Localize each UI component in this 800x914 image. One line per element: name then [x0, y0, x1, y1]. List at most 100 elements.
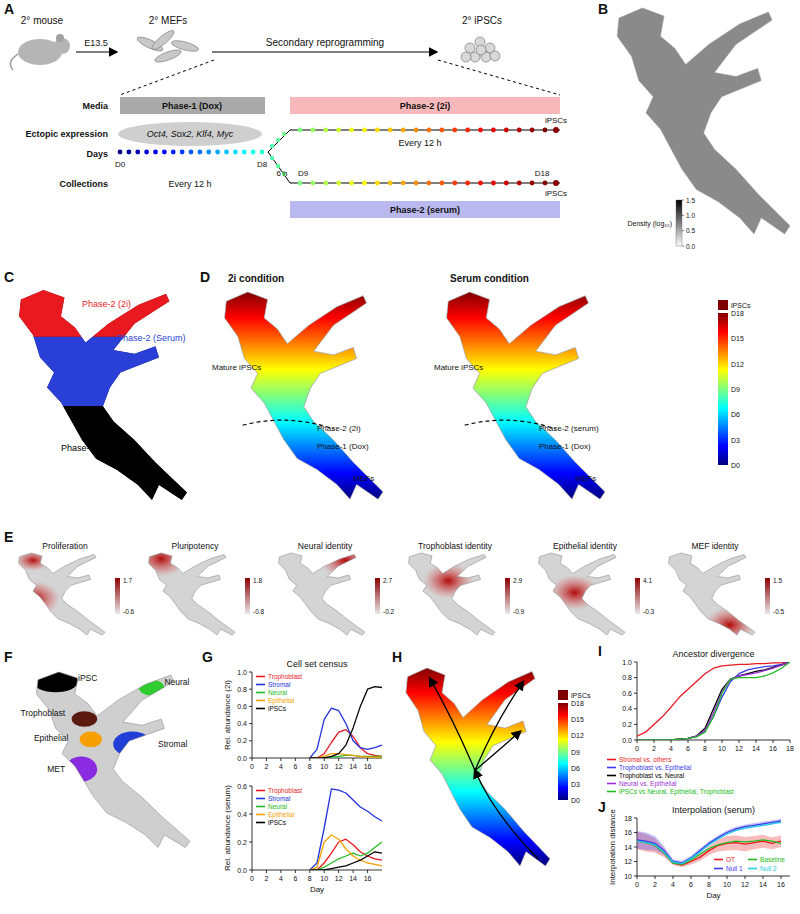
mef-icon — [153, 47, 182, 64]
map-title: Neural identity — [298, 541, 353, 551]
map-title: Pluripotency — [172, 541, 220, 551]
y-tick — [634, 724, 637, 725]
y-tick-label: 0.4 — [237, 720, 247, 727]
x-tick-label: 0 — [635, 881, 639, 888]
label: Every 12 h — [168, 179, 211, 189]
embedding-outline — [279, 553, 365, 635]
x-tick-label: 4 — [279, 875, 283, 882]
collection-dot — [233, 150, 238, 155]
x-tick-label: 12 — [335, 875, 343, 882]
collection-dot — [336, 181, 341, 186]
embedding-outline — [406, 668, 550, 866]
x-tick-label: 8 — [308, 763, 312, 770]
signature-hotspot — [10, 581, 60, 616]
x-tick — [324, 758, 325, 761]
colorbar-max: 1.5 — [773, 577, 782, 584]
collection-dot — [310, 128, 315, 133]
map-annotation: MEFs — [575, 474, 596, 483]
x-tick-label: 2 — [264, 763, 268, 770]
collection-dot — [478, 128, 483, 133]
embedding-outline — [36, 672, 190, 848]
y-tick-label: 12 — [624, 858, 632, 865]
x-tick-label: 0 — [250, 875, 254, 882]
y-axis — [252, 786, 253, 870]
x-tick-label: 14 — [349, 875, 357, 882]
legend-swatch — [256, 700, 265, 702]
phase-map — [12, 290, 187, 515]
x-tick-label: 8 — [308, 875, 312, 882]
collection-dot — [414, 128, 419, 133]
colorbar-label: iPSCs — [731, 302, 751, 309]
y-tick-label: 10 — [624, 873, 632, 880]
colorbar-min: -0.2 — [383, 608, 395, 615]
y-tick — [249, 758, 252, 759]
phase-bar — [120, 97, 265, 114]
y-axis — [252, 672, 253, 758]
phase-region — [12, 406, 187, 515]
row-label: Media — [82, 101, 109, 111]
y-axis-label: Rel. abundance (2i) — [223, 680, 232, 750]
collection-dot — [427, 128, 432, 133]
colorbar — [765, 578, 770, 614]
x-tick — [324, 870, 325, 873]
legend-label: Null 1 — [726, 865, 743, 872]
colorbar-label: D6 — [571, 765, 580, 772]
collection-dot — [452, 128, 457, 133]
collection-dot — [388, 181, 393, 186]
x-tick — [722, 740, 723, 743]
x-tick-label: 8 — [703, 745, 707, 752]
embedding-outline — [447, 292, 605, 499]
colorbar-label: D15 — [571, 716, 584, 723]
legend-label: Neural vs. Epithelial — [619, 780, 677, 788]
y-tick-label: 18 — [624, 815, 632, 822]
embedding-cells — [617, 8, 790, 234]
y-tick — [249, 723, 252, 724]
signature-hotspot — [705, 607, 755, 642]
x-tick-label: 14 — [759, 881, 767, 888]
label: 2° mouse — [21, 15, 64, 26]
colorbar-min: -0.3 — [643, 608, 655, 615]
arrow — [76, 51, 116, 52]
y-tick — [634, 832, 637, 833]
x-tick — [745, 876, 746, 879]
colorbar-tick-label: 1.5 — [686, 197, 695, 204]
x-tick-label: 10 — [723, 881, 731, 888]
collection-dot — [553, 180, 559, 186]
x-tick — [280, 870, 281, 873]
colorbar-max: 2.9 — [513, 577, 522, 584]
label: E13.5 — [84, 38, 108, 48]
legend-swatch — [607, 767, 616, 769]
map-title: Proliferation — [42, 541, 88, 551]
y-axis — [637, 662, 638, 740]
colorbar-tick — [682, 215, 684, 216]
y-tick-label: 0.8 — [622, 674, 632, 681]
x-tick — [709, 876, 710, 879]
panel-letter: E — [4, 529, 13, 545]
collection-dot — [491, 181, 496, 186]
factors-ellipse — [118, 122, 262, 146]
collection-dot — [543, 128, 548, 133]
chart-title: Ancestor divergence — [672, 649, 754, 659]
collection-dot — [251, 150, 256, 155]
x-tick — [691, 876, 692, 879]
x-tick — [688, 740, 689, 743]
ipsc-icon — [465, 43, 475, 53]
collection-dot — [135, 150, 140, 155]
x-tick — [338, 870, 339, 873]
colorbar-label: D0 — [571, 797, 580, 804]
x-tick — [790, 740, 791, 743]
colorbar-label: D6 — [731, 411, 740, 418]
label: 6 h — [276, 169, 287, 178]
map-annotation: Mature iPSCs — [434, 363, 483, 372]
collection-dot — [242, 150, 247, 155]
x-tick — [266, 870, 267, 873]
trajectory-arrow — [475, 732, 520, 771]
colorbar-label: D9 — [571, 749, 580, 756]
y-tick — [249, 740, 252, 741]
colorbar-label: D3 — [731, 437, 740, 444]
row-label: Days — [86, 149, 108, 159]
y-tick-label: 1.0 — [622, 659, 632, 666]
figure: ABCDEFGHIJ2° mouseE13.52° MEFsSecondary … — [0, 0, 800, 914]
panel-letter: I — [598, 643, 602, 659]
collection-dot — [323, 181, 328, 186]
